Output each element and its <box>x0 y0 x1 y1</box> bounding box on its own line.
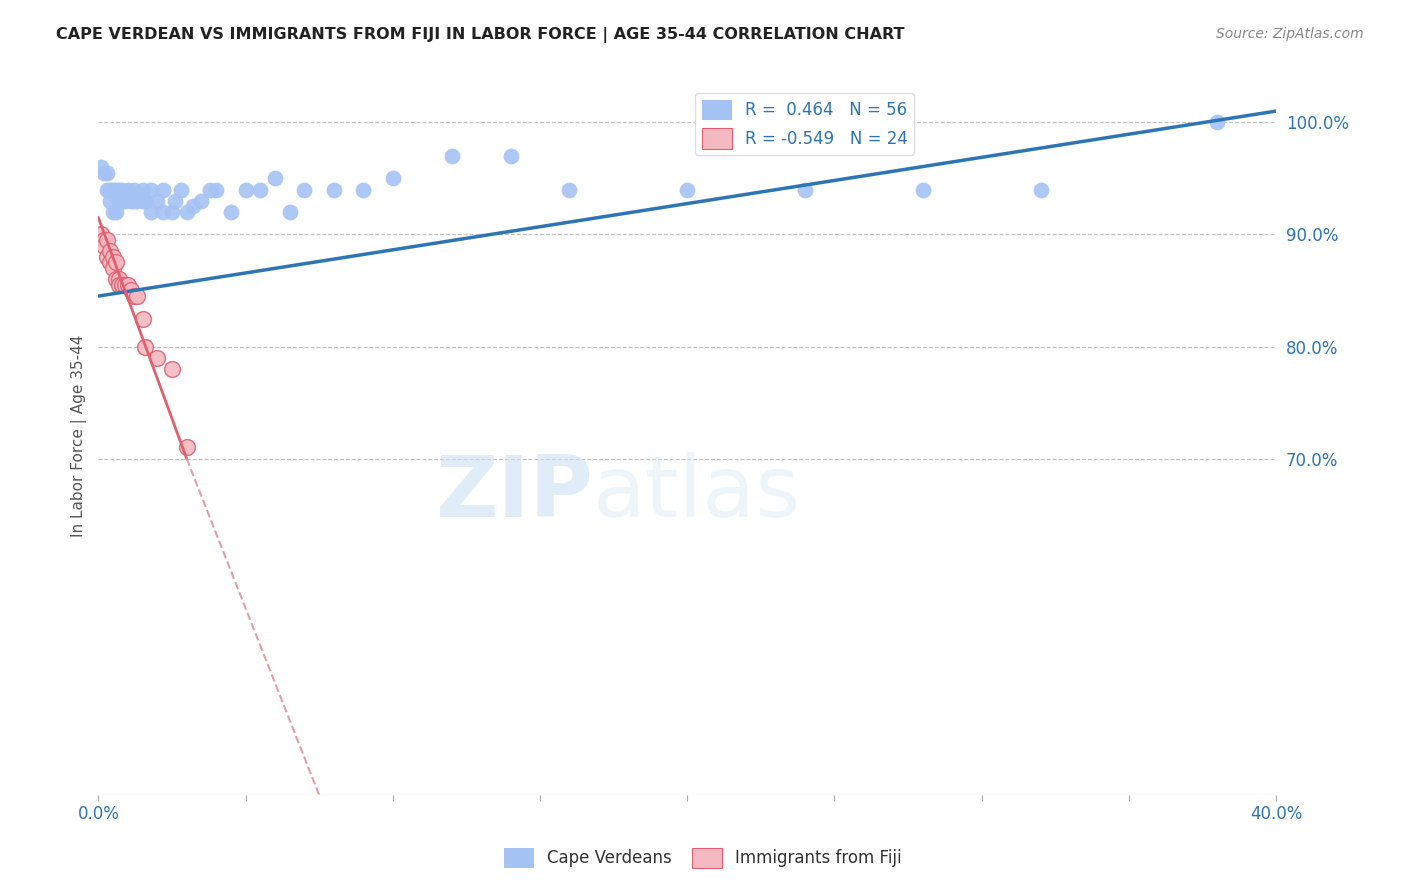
Point <box>352 183 374 197</box>
Point <box>911 183 934 197</box>
Point <box>114 188 136 202</box>
Point <box>558 183 581 197</box>
Point <box>249 183 271 197</box>
Point <box>160 362 183 376</box>
Point <box>93 233 115 247</box>
Point <box>98 194 121 208</box>
Y-axis label: In Labor Force | Age 35-44: In Labor Force | Age 35-44 <box>72 335 87 538</box>
Point <box>160 205 183 219</box>
Point <box>131 183 153 197</box>
Point <box>134 340 156 354</box>
Point <box>1206 115 1229 129</box>
Point <box>98 244 121 259</box>
Point <box>278 205 301 219</box>
Point <box>101 183 124 197</box>
Text: atlas: atlas <box>593 452 801 535</box>
Point <box>98 255 121 269</box>
Point <box>114 277 136 292</box>
Point <box>96 233 118 247</box>
Point <box>96 166 118 180</box>
Point <box>146 351 169 365</box>
Point <box>93 166 115 180</box>
Point <box>111 277 134 292</box>
Legend: Cape Verdeans, Immigrants from Fiji: Cape Verdeans, Immigrants from Fiji <box>498 841 908 875</box>
Point <box>152 183 174 197</box>
Point <box>1029 183 1052 197</box>
Point <box>122 194 145 208</box>
Point <box>120 194 142 208</box>
Point <box>108 277 131 292</box>
Text: ZIP: ZIP <box>436 452 593 535</box>
Point <box>205 183 228 197</box>
Point <box>141 183 163 197</box>
Point <box>176 205 198 219</box>
Point <box>114 194 136 208</box>
Point <box>105 255 128 269</box>
Point <box>131 194 153 208</box>
Point <box>101 205 124 219</box>
Point <box>190 194 212 208</box>
Point <box>108 194 131 208</box>
Point <box>105 183 128 197</box>
Point <box>108 183 131 197</box>
Point <box>93 238 115 252</box>
Point <box>111 183 134 197</box>
Point <box>322 183 344 197</box>
Point <box>125 289 148 303</box>
Point <box>111 194 134 208</box>
Point <box>141 205 163 219</box>
Point <box>440 149 463 163</box>
Point <box>181 199 204 213</box>
Point <box>131 311 153 326</box>
Point <box>200 183 222 197</box>
Point <box>90 227 112 242</box>
Point <box>105 205 128 219</box>
Point <box>381 171 404 186</box>
Point <box>122 183 145 197</box>
Point <box>170 183 193 197</box>
Point <box>134 194 156 208</box>
Point <box>146 194 169 208</box>
Point <box>125 194 148 208</box>
Point <box>122 289 145 303</box>
Point <box>96 250 118 264</box>
Point <box>108 272 131 286</box>
Point <box>235 183 257 197</box>
Point <box>163 194 186 208</box>
Point <box>98 183 121 197</box>
Point <box>499 149 522 163</box>
Point <box>101 250 124 264</box>
Point <box>128 188 150 202</box>
Point <box>90 160 112 174</box>
Point <box>219 205 242 219</box>
Point <box>117 183 139 197</box>
Text: Source: ZipAtlas.com: Source: ZipAtlas.com <box>1216 27 1364 41</box>
Point <box>101 261 124 276</box>
Point <box>120 284 142 298</box>
Point <box>117 277 139 292</box>
Point <box>176 441 198 455</box>
Point <box>264 171 287 186</box>
Legend: R =  0.464   N = 56, R = -0.549   N = 24: R = 0.464 N = 56, R = -0.549 N = 24 <box>695 93 914 155</box>
Point <box>294 183 316 197</box>
Point <box>794 183 817 197</box>
Point <box>676 183 699 197</box>
Point <box>117 188 139 202</box>
Point <box>152 205 174 219</box>
Point <box>96 183 118 197</box>
Point <box>105 272 128 286</box>
Text: CAPE VERDEAN VS IMMIGRANTS FROM FIJI IN LABOR FORCE | AGE 35-44 CORRELATION CHAR: CAPE VERDEAN VS IMMIGRANTS FROM FIJI IN … <box>56 27 904 43</box>
